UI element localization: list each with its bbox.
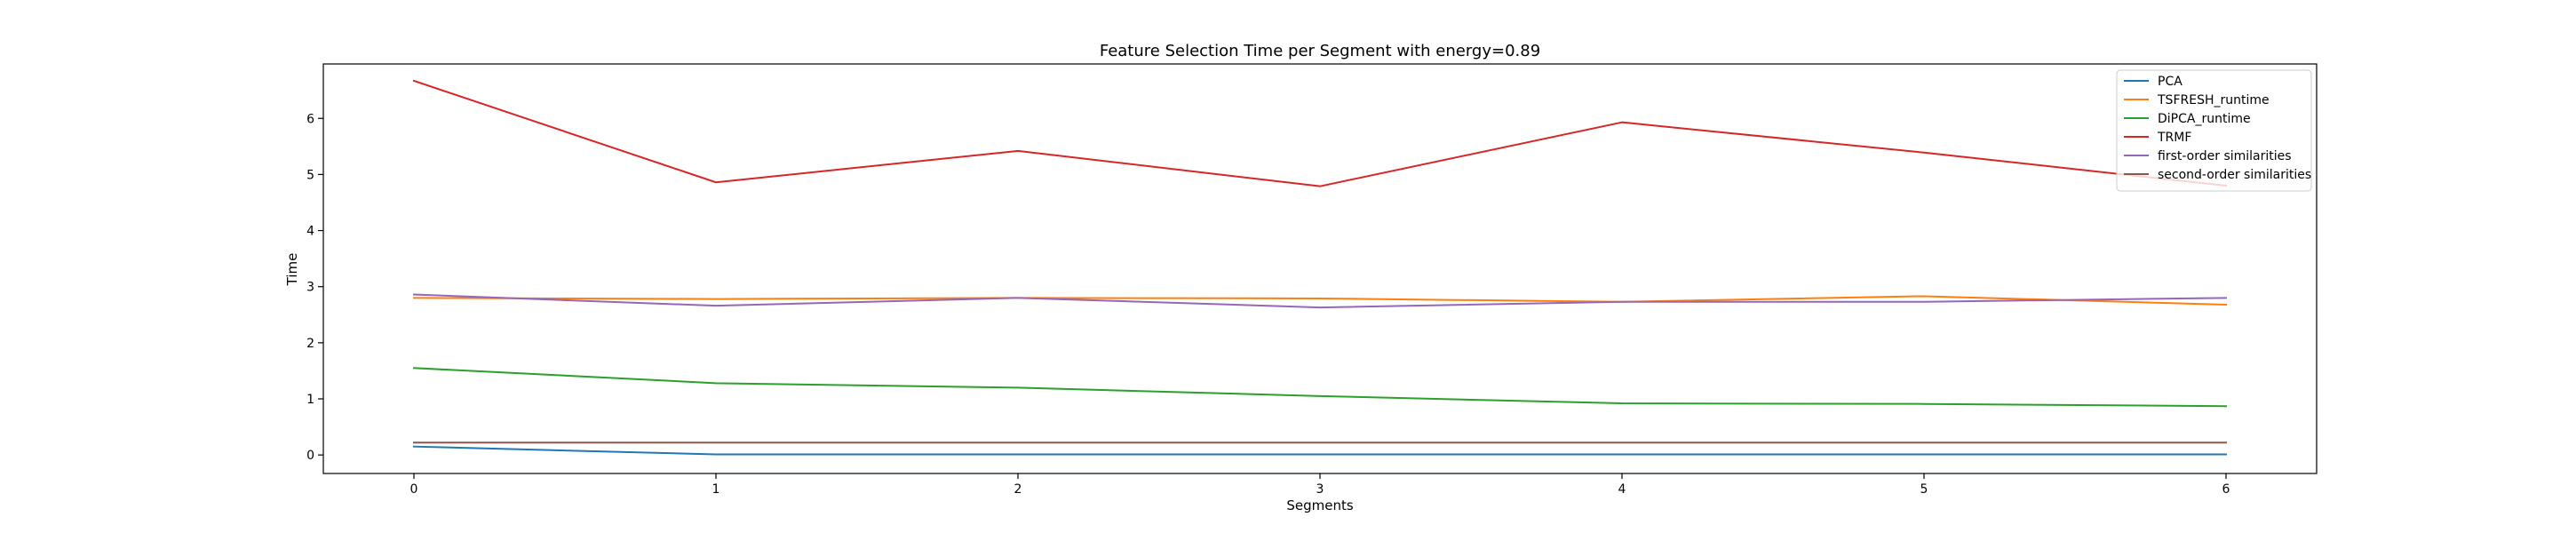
x-axis-label: Segments xyxy=(1286,497,1354,513)
x-axis-ticks: 0 1 2 3 4 5 6 xyxy=(410,473,2230,497)
y-axis-ticks: 0 1 2 3 4 5 6 xyxy=(306,112,323,463)
legend-label: TRMF xyxy=(2157,131,2191,145)
legend: PCA TSFRESH_runtime DiPCA_runtime TRMF first… xyxy=(2116,69,2312,192)
x-tick-label: 2 xyxy=(1014,482,1022,497)
plot-area-frame xyxy=(322,63,2318,474)
y-tick-label: 1 xyxy=(306,393,314,407)
y-tick-label: 6 xyxy=(306,112,314,126)
chart-title: Feature Selection Time per Segment with … xyxy=(1100,42,1540,60)
series-line-3 xyxy=(412,79,2228,187)
x-tick-label: 4 xyxy=(1618,482,1626,497)
x-tick-label: 0 xyxy=(410,482,418,497)
y-axis-label: Time xyxy=(284,253,300,287)
series-line-4 xyxy=(412,293,2228,309)
y-tick-label: 5 xyxy=(306,168,314,182)
x-tick-label: 5 xyxy=(1920,482,1928,497)
x-tick-label: 1 xyxy=(712,482,720,497)
x-tick-label: 6 xyxy=(2222,482,2230,497)
legend-label: DiPCA_runtime xyxy=(2158,112,2251,126)
legend-label: first-order similarities xyxy=(2158,149,2292,163)
legend-label: PCA xyxy=(2158,75,2182,89)
series-line-2 xyxy=(412,367,2228,408)
series-lines xyxy=(412,79,2228,456)
x-tick-label: 3 xyxy=(1316,482,1324,497)
legend-box xyxy=(2116,69,2312,192)
legend-label: second-order similarities xyxy=(2158,168,2311,182)
y-tick-label: 4 xyxy=(306,225,314,239)
legend-label: TSFRESH_runtime xyxy=(2157,93,2270,107)
series-line-0 xyxy=(412,445,2227,456)
y-tick-label: 3 xyxy=(306,281,314,295)
y-tick-label: 0 xyxy=(306,449,314,463)
y-tick-label: 2 xyxy=(306,337,314,351)
series-line-1 xyxy=(412,295,2228,306)
